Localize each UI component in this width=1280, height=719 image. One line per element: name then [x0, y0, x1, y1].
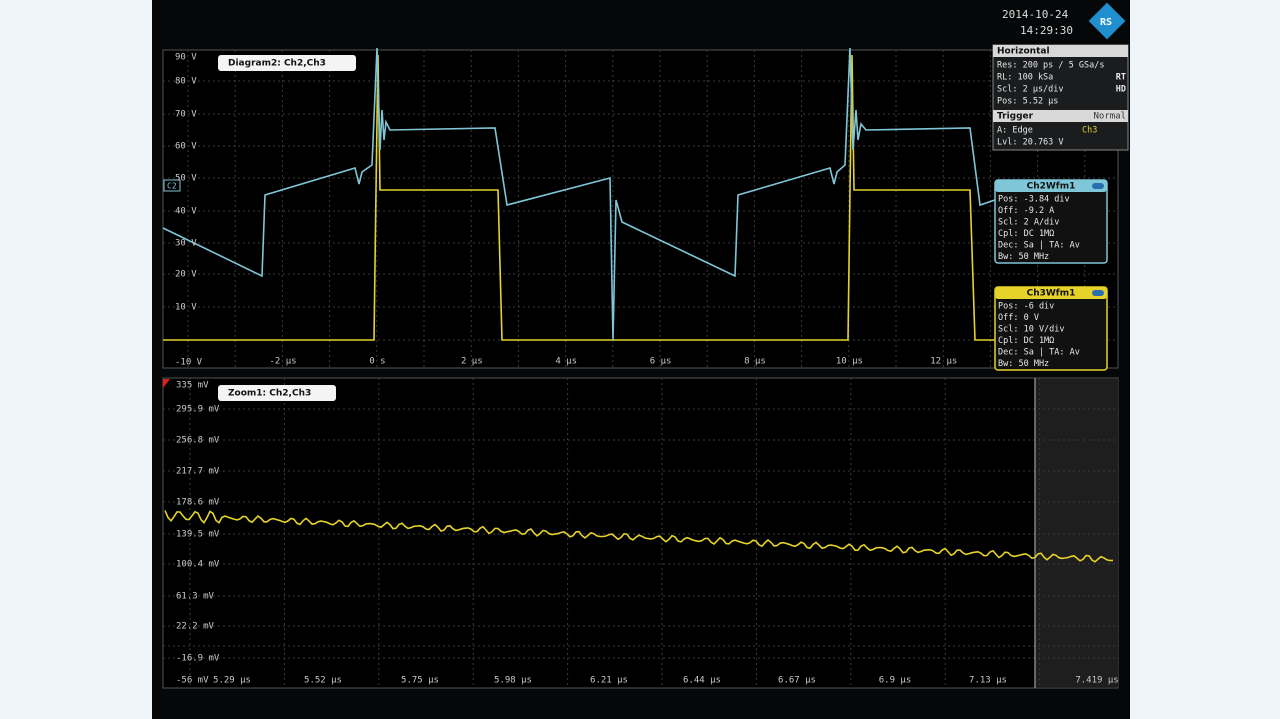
y-tick-label: 22.2 mV	[176, 622, 215, 632]
channel-row: Cpl: DC 1MΩ	[998, 336, 1054, 346]
horizontal-row: Scl: 2 µs/div	[997, 85, 1064, 95]
trigger-mode: Normal	[1093, 112, 1126, 122]
info-panel	[992, 44, 1129, 151]
y-tick-label: 100.4 mV	[176, 560, 220, 570]
x-tick-label: 6.44 µs	[683, 676, 721, 686]
x-tick-label: 6.21 µs	[590, 676, 628, 686]
channel-row: Bw: 50 MHz	[998, 252, 1049, 262]
y-tick-label: 178.6 mV	[176, 498, 220, 508]
ch2-trace	[162, 47, 996, 341]
channel-title: Ch3Wfm1	[1027, 289, 1076, 299]
channel-row: Bw: 50 MHz	[998, 359, 1049, 369]
zoom-region	[1035, 379, 1118, 687]
horizontal-row: Pos: 5.52 µs	[997, 97, 1058, 107]
time: 14:29:30	[1020, 24, 1073, 37]
y-tick-label: 256.8 mV	[176, 436, 220, 446]
channel-row: Off: -9.2 A	[998, 206, 1054, 216]
channel-row: Pos: -6 div	[998, 302, 1054, 312]
channel-row: Dec: Sa | TA: Av	[998, 241, 1080, 251]
trigger-header	[993, 110, 1128, 122]
channel-button	[1092, 183, 1104, 189]
y-tick-label: 217.7 mV	[176, 467, 220, 477]
y-tick-label: 50 V	[175, 174, 197, 184]
zoom-title: Zoom1: Ch2,Ch3	[228, 389, 311, 399]
horizontal-row: RL: 100 kSa	[997, 73, 1053, 83]
y-tick-label: -56 mV	[176, 676, 209, 686]
logo: RS	[1088, 2, 1126, 40]
diagram-tab	[218, 55, 356, 71]
channel-title: Ch2Wfm1	[1027, 182, 1076, 192]
zoom-panel	[162, 377, 1119, 689]
trigger-level: Lvl: 20.763 V	[997, 138, 1064, 148]
x-tick-label: 5.98 µs	[494, 676, 532, 686]
x-tick-label: 4 µs	[555, 357, 577, 367]
horizontal-header	[993, 45, 1128, 57]
channel-row: Scl: 2 A/div	[998, 218, 1059, 228]
channel-row: Cpl: DC 1MΩ	[998, 229, 1054, 239]
x-tick-label: 7.13 µs	[969, 676, 1007, 686]
y-tick-label: -16.9 mV	[176, 654, 220, 664]
marker-box	[163, 179, 181, 192]
x-tick-label: 5.75 µs	[401, 676, 439, 686]
horizontal-row: Res: 200 ps / 5 GSa/s	[997, 61, 1104, 71]
y-tick-label: 70 V	[175, 110, 197, 120]
x-tick-label: 0 s	[369, 357, 385, 367]
channel-header	[995, 287, 1107, 299]
y-tick-label: 139.5 mV	[176, 530, 220, 540]
channel-row: Scl: 10 V/div	[998, 325, 1065, 335]
diagram-title: Diagram2: Ch2,Ch3	[228, 59, 326, 69]
x-tick-label: 2 µs	[461, 357, 483, 367]
y-tick-label: 60 V	[175, 142, 197, 152]
ch3-trace	[163, 54, 995, 341]
y-tick-label: 10 V	[175, 303, 197, 313]
y-tick-label: 40 V	[175, 207, 197, 217]
diagram-panel	[162, 49, 1119, 369]
x-tick-label: 8 µs	[744, 357, 766, 367]
y-tick-label: 90 V	[175, 53, 197, 63]
x-tick-label: 7.419 µs	[1075, 676, 1118, 686]
horizontal-flag: RT	[1116, 73, 1126, 83]
x-tick-label: 12 µs	[930, 357, 957, 367]
date: 2014-10-24	[1002, 8, 1069, 21]
y-tick-label: -10 V	[175, 358, 203, 368]
x-tick-label: 5.52 µs	[304, 676, 342, 686]
x-tick-label: -2 µs	[269, 357, 296, 367]
zoom-flag	[163, 379, 170, 388]
trigger-source: A: Edge	[997, 126, 1033, 136]
y-tick-label: 30 V	[175, 239, 197, 249]
y-tick-label: 335 mV	[176, 381, 209, 391]
y-tick-label: 80 V	[175, 77, 197, 87]
y-tick-label: 295.9 mV	[176, 405, 220, 415]
x-tick-label: 6.9 µs	[879, 676, 912, 686]
x-tick-label: 6.67 µs	[778, 676, 816, 686]
channel-row: Pos: -3.84 div	[998, 195, 1070, 205]
x-tick-label: 6 µs	[650, 357, 672, 367]
channel-row: Off: 0 V	[998, 313, 1039, 323]
trigger-channel: Ch3	[1082, 126, 1097, 136]
trigger-title: Trigger	[997, 112, 1034, 122]
zoom-tab	[218, 385, 336, 401]
horizontal-title: Horizontal	[997, 47, 1050, 57]
x-tick-label: 5.29 µs	[213, 676, 251, 686]
ch-marker: C2	[167, 182, 177, 191]
svg-text:RS: RS	[1100, 17, 1112, 28]
zoom-trace	[164, 510, 1114, 563]
channel-row: Dec: Sa | TA: Av	[998, 348, 1080, 358]
y-tick-label: 61.3 mV	[176, 592, 215, 602]
channel-button	[1092, 290, 1104, 296]
channel-header	[995, 180, 1107, 192]
y-tick-label: 20 V	[175, 270, 197, 280]
x-tick-label: 10 µs	[836, 357, 863, 367]
horizontal-flag: HD	[1116, 85, 1126, 95]
